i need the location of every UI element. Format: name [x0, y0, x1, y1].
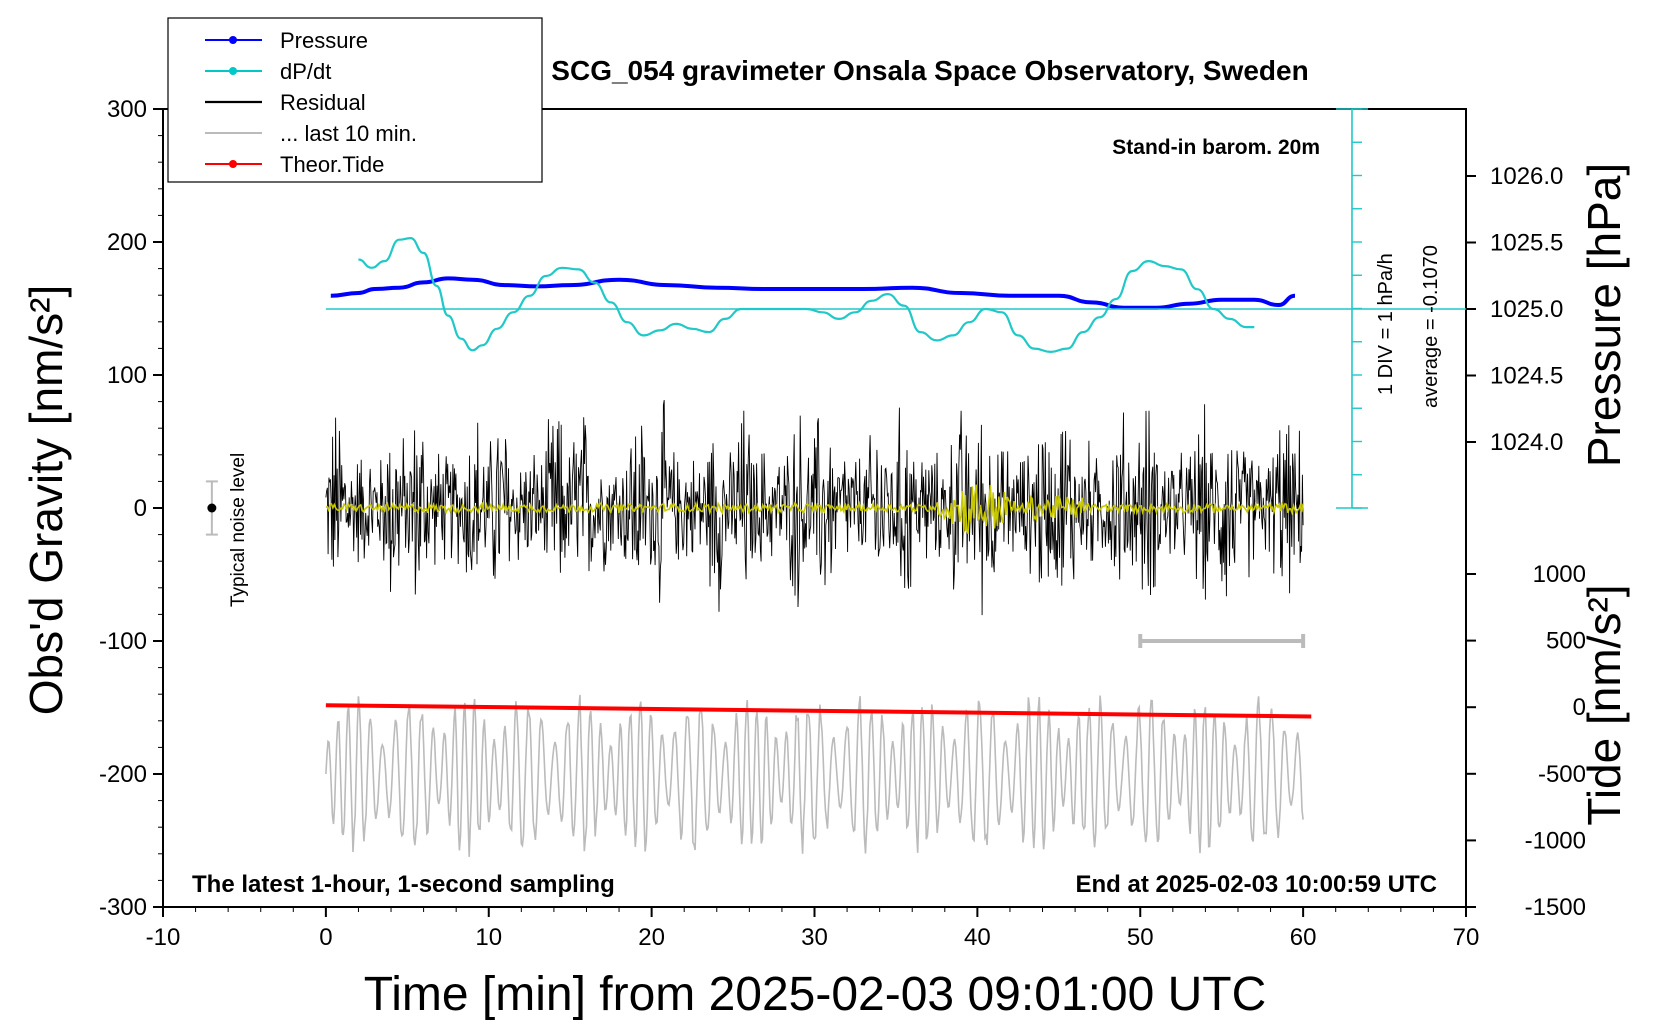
y-tick-label: 300 — [107, 96, 147, 123]
x-tick-label: 60 — [1290, 924, 1317, 951]
x-axis-label: Time [min] from 2025-02-03 09:01:00 UTC — [364, 968, 1267, 1020]
legend-marker — [229, 36, 237, 44]
tide-tick-label: 1000 — [1533, 561, 1586, 588]
pressure-tick-label: 1024.5 — [1490, 363, 1563, 390]
tide-tick-label: -1000 — [1525, 827, 1586, 854]
dpdt-series — [325, 108, 1466, 509]
legend-label: dP/dt — [280, 59, 331, 84]
plot-extras — [205, 480, 1306, 648]
residual-series — [325, 400, 1304, 616]
residual-line — [325, 400, 1304, 616]
x-tick-label: 10 — [475, 924, 502, 951]
pressure-axis-ticks: 1026.0 1025.5 1025.0 1024.5 1024.0 — [1466, 163, 1563, 456]
dpdt-line — [358, 236, 1255, 354]
y-axis-ticks: 300 200 100 0 -100 -200 -300 — [99, 96, 163, 921]
pressure-series — [330, 276, 1296, 310]
x-axis-ticks: -10 0 10 20 30 40 50 60 70 — [146, 907, 1480, 951]
last10-line — [325, 694, 1304, 857]
legend-items: Pressure dP/dt Residual ... last 10 min. The… — [205, 28, 417, 177]
pressure-tick-label: 1024.0 — [1490, 429, 1563, 456]
tide-axis-ticks: 1000 500 0 -500 -1000 -1500 — [1466, 561, 1586, 921]
y-tick-label: -200 — [99, 761, 147, 788]
y-tick-label: -100 — [99, 628, 147, 655]
x-tick-label: 70 — [1453, 924, 1480, 951]
chart-title: SCG_054 gravimeter Onsala Space Observat… — [551, 55, 1308, 86]
x-tick-label: -10 — [146, 924, 181, 951]
barometer-note: Stand-in barom. 20m — [1112, 136, 1320, 159]
x-tick-label: 50 — [1127, 924, 1154, 951]
y-tick-label: 0 — [134, 495, 147, 522]
noise-label: Typical noise level — [228, 453, 249, 607]
x-tick-label: 30 — [801, 924, 828, 951]
smoothed-series — [325, 484, 1304, 534]
last10-series — [325, 694, 1304, 857]
pressure-axis-label: Pressure [hPa] — [1578, 163, 1630, 467]
legend-label: Residual — [280, 90, 366, 115]
tide-series — [325, 703, 1312, 719]
y-tick-label: -300 — [99, 894, 147, 921]
legend-box — [167, 17, 543, 183]
legend-label: ... last 10 min. — [280, 121, 417, 146]
noise-bar-dot — [207, 503, 217, 513]
tide-tick-label: -1500 — [1525, 894, 1586, 921]
pressure-line — [330, 276, 1296, 310]
pressure-tick-label: 1025.0 — [1490, 296, 1563, 323]
y-axis-label: Obs'd Gravity [nm/s²] — [20, 285, 72, 716]
y-tick-label: 100 — [107, 362, 147, 389]
tide-tick-label: 500 — [1546, 628, 1586, 655]
legend-marker — [229, 67, 237, 75]
bottom-left-note: The latest 1-hour, 1-second sampling — [192, 871, 615, 898]
pressure-tick-label: 1025.5 — [1490, 230, 1563, 257]
tide-tick-label: 0 — [1573, 694, 1586, 721]
x-tick-label: 0 — [319, 924, 332, 951]
tide-line — [325, 703, 1312, 719]
smoothed-line — [325, 484, 1304, 534]
bottom-right-note: End at 2025-02-03 10:00:59 UTC — [1076, 871, 1438, 898]
div-label: 1 DIV = 1 hPa/h — [1375, 253, 1397, 395]
x-tick-label: 40 — [964, 924, 991, 951]
tide-axis-label: Tide [nm/s²] — [1578, 584, 1630, 825]
tide-tick-label: -500 — [1538, 761, 1586, 788]
legend: Pressure dP/dt Residual ... last 10 min. The… — [167, 17, 543, 183]
legend-label: Theor.Tide — [280, 152, 384, 177]
pressure-tick-label: 1026.0 — [1490, 163, 1563, 190]
y-tick-label: 200 — [107, 229, 147, 256]
x-tick-label: 20 — [638, 924, 665, 951]
legend-label: Pressure — [280, 28, 368, 53]
legend-marker — [229, 160, 237, 168]
average-label: average = -0.1070 — [1420, 245, 1442, 408]
